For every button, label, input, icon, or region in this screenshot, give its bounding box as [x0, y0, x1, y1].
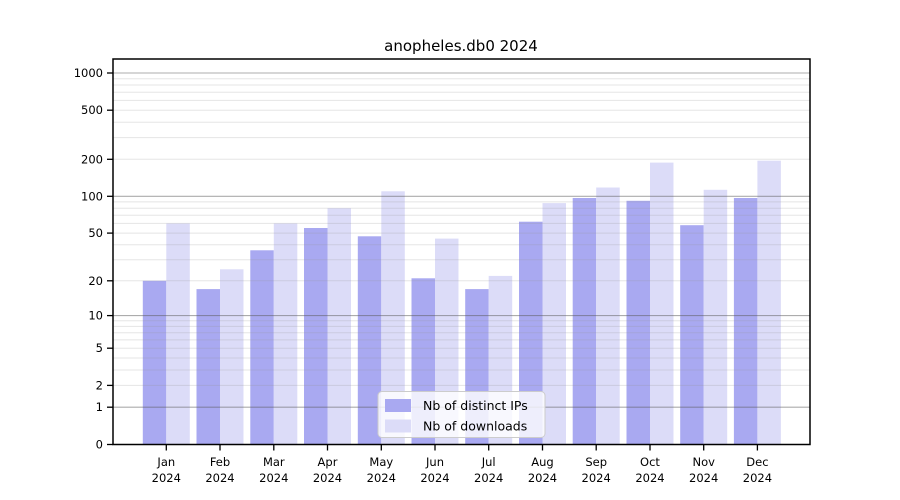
x-tick-label-month: Dec — [746, 455, 768, 469]
x-tick-label-year: 2024 — [205, 471, 234, 485]
x-tick-label-year: 2024 — [528, 471, 557, 485]
bar-distinct-ips-dec — [733, 198, 758, 445]
x-tick-label-year: 2024 — [635, 471, 664, 485]
bar-distinct-ips-feb — [196, 289, 220, 445]
x-tick-label-month: Feb — [210, 455, 230, 469]
bar-downloads-may — [381, 191, 405, 445]
bar-distinct-ips-may — [357, 236, 382, 445]
legend-label-downloads: Nb of downloads — [423, 419, 527, 434]
x-tick-label-year: 2024 — [152, 471, 181, 485]
bar-distinct-ips-jan — [142, 280, 167, 445]
x-tick-label-month: Sep — [585, 455, 607, 469]
y-tick-label: 1 — [96, 400, 103, 414]
bar-distinct-ips-apr — [304, 228, 328, 445]
x-tick-label-month: Jun — [425, 455, 444, 469]
legend-swatch-distinct-ips — [385, 399, 411, 412]
bar-downloads-feb — [220, 269, 244, 445]
bar-distinct-ips-mar — [250, 250, 274, 445]
x-tick-label-year: 2024 — [743, 471, 772, 485]
x-tick-label-month: Mar — [263, 455, 285, 469]
legend-swatch-downloads — [385, 419, 411, 433]
bar-downloads-dec — [757, 160, 781, 445]
legend-box — [377, 391, 546, 438]
y-tick-label: 500 — [81, 103, 103, 117]
y-tick-label: 1000 — [74, 66, 103, 80]
x-tick-label-year: 2024 — [313, 471, 342, 485]
bar-distinct-ips-nov — [680, 225, 704, 445]
x-tick-label-month: Apr — [318, 455, 338, 469]
bar-downloads-nov — [703, 189, 728, 445]
bar-downloads-apr — [327, 208, 351, 445]
x-tick-label-year: 2024 — [689, 471, 718, 485]
y-tick-label: 5 — [96, 341, 103, 355]
chart-title: anopheles.db0 2024 — [384, 37, 538, 55]
x-tick-label-month: Jan — [156, 455, 175, 469]
x-tick-label-year: 2024 — [367, 471, 396, 485]
x-axis: Jan 2024 Feb 2024 Mar 2024 Apr 2024 May 2024 Jun 20… — [152, 444, 772, 485]
x-tick-label-month: Jul — [481, 455, 496, 469]
gridlines — [113, 72, 810, 408]
bar-distinct-ips-oct — [626, 200, 650, 445]
y-axis: 0 1 2 5 10 20 50 100 200 500 1000 — [74, 66, 113, 452]
y-tick-label: 10 — [88, 309, 103, 323]
legend-label-distinct-ips: Nb of distinct IPs — [423, 398, 528, 413]
x-tick-label-year: 2024 — [420, 471, 449, 485]
x-tick-label-year: 2024 — [474, 471, 503, 485]
y-tick-label: 20 — [88, 274, 103, 288]
y-tick-label: 100 — [81, 189, 103, 203]
bar-distinct-ips-aug — [519, 221, 543, 445]
bar-downloads-aug — [542, 203, 566, 445]
y-tick-label: 200 — [81, 152, 103, 166]
x-tick-label-month: Oct — [640, 455, 660, 469]
y-tick-label: 0 — [96, 438, 103, 452]
x-tick-label-month: Nov — [692, 455, 715, 469]
y-tick-label: 2 — [96, 378, 103, 392]
x-tick-label-year: 2024 — [259, 471, 288, 485]
bar-downloads-mar — [273, 223, 298, 445]
x-tick-label-year: 2024 — [582, 471, 611, 485]
legend: Nb of distinct IPs Nb of downloads — [377, 391, 546, 438]
bar-downloads-oct — [650, 162, 674, 445]
x-tick-label-month: May — [369, 455, 393, 469]
plot-border — [112, 58, 811, 446]
bar-downloads-jan — [166, 223, 190, 445]
bar-distinct-ips-sep — [572, 198, 597, 445]
x-tick-label-month: Aug — [531, 455, 553, 469]
y-tick-label: 50 — [88, 226, 103, 240]
